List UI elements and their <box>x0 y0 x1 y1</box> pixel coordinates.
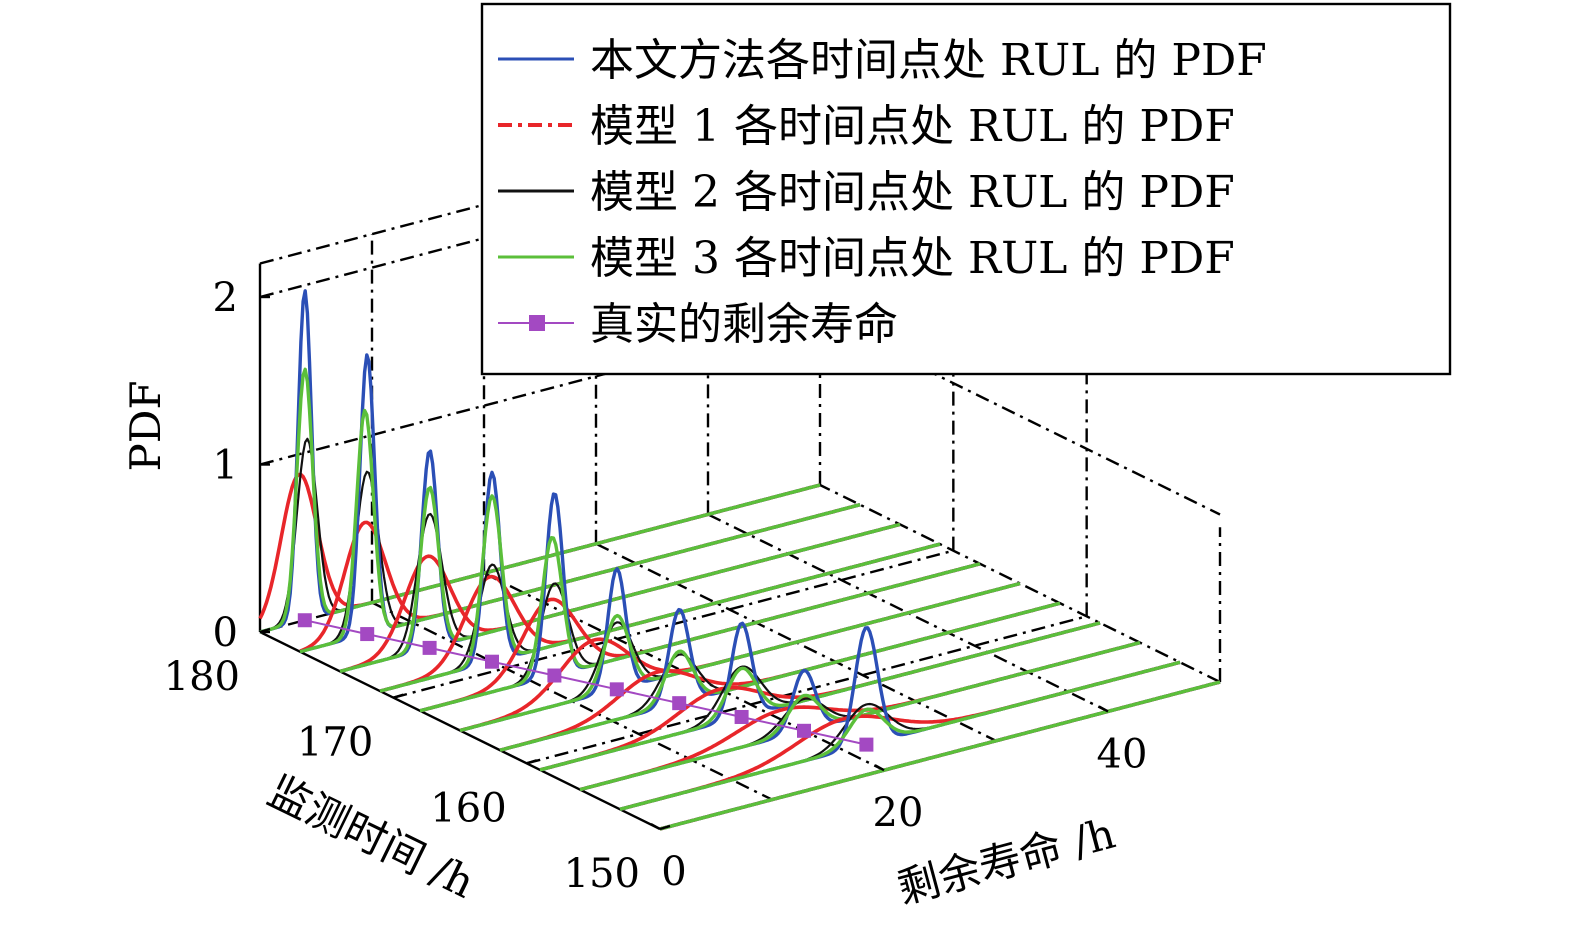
legend-box <box>480 2 1452 376</box>
legend-label: 本文方法各时间点处 RUL 的 PDF <box>590 35 1267 86</box>
rul-tick-mark <box>650 822 661 831</box>
legend-entry: 本文方法各时间点处 RUL 的 PDF <box>498 35 1267 86</box>
time-tick-label: 160 <box>430 785 506 831</box>
legend-entry: 真实的剩余寿命 <box>498 299 898 350</box>
time-tick-label: 150 <box>564 851 640 897</box>
pdf-curves <box>258 289 1221 831</box>
z-tick-label: 0 <box>213 610 238 656</box>
legend-marker <box>529 315 545 331</box>
time-tick-mark <box>259 627 271 634</box>
grid-line-pdf <box>259 316 821 466</box>
true-rul-marker <box>672 696 687 711</box>
time-tick-label: 180 <box>164 654 240 700</box>
true-rul-marker <box>297 613 312 628</box>
pdf-curve-series-4 <box>499 601 1061 752</box>
true-rul-marker <box>734 709 749 724</box>
rul-tick-label: 0 <box>661 849 686 895</box>
legend-label: 模型 3 各时间点处 RUL 的 PDF <box>590 233 1235 284</box>
true-rul-marker <box>609 682 624 697</box>
true-rul-markers <box>297 613 874 752</box>
time-tick-mark <box>526 759 538 765</box>
legend-entry: 模型 1 各时间点处 RUL 的 PDF <box>498 101 1235 152</box>
rul-tick-label: 20 <box>873 790 924 836</box>
pdf-curve-series-4 <box>659 680 1221 831</box>
legend-label: 模型 1 各时间点处 RUL 的 PDF <box>590 101 1235 152</box>
pdf-curve-series-4 <box>379 494 941 693</box>
true-rul-line <box>304 619 867 746</box>
time-tick-label: 170 <box>297 720 373 766</box>
rul-tick-mark <box>1098 705 1109 713</box>
pdf-curve-series-4 <box>419 536 981 713</box>
true-rul-marker <box>422 640 437 655</box>
grid-line-pdf <box>259 148 821 299</box>
pdf-curve-series-4 <box>259 367 821 634</box>
grid-line-floor <box>526 615 1087 765</box>
z-tick-label: 2 <box>213 275 238 321</box>
legend-label: 模型 2 各时间点处 RUL 的 PDF <box>590 167 1235 218</box>
rul-tick-label: 40 <box>1097 731 1148 777</box>
time-tick-mark <box>659 824 671 831</box>
pdf-curve-series-4 <box>459 581 1021 733</box>
true-rul-marker <box>797 723 811 738</box>
grid-line-floor <box>393 549 954 699</box>
legend-entry: 模型 3 各时间点处 RUL 的 PDF <box>498 233 1235 284</box>
legend-entry: 模型 2 各时间点处 RUL 的 PDF <box>498 167 1235 218</box>
rul-axis-title: 剩余寿命 /h <box>892 809 1120 914</box>
box-edge <box>259 115 821 265</box>
pdf-curve-series-4 <box>339 485 901 674</box>
pdf-curve-series-4 <box>619 660 1181 811</box>
z-tick-label: 1 <box>213 443 238 489</box>
pdf-curve-series-4 <box>539 621 1101 772</box>
legend-label: 真实的剩余寿命 <box>590 299 898 350</box>
rul-tick-mark <box>874 764 885 772</box>
legend: 本文方法各时间点处 RUL 的 PDF 模型 1 各时间点处 RUL 的 PDF 模… <box>480 2 1452 376</box>
true-rul-marker <box>859 737 874 752</box>
true-rul-marker <box>547 668 562 683</box>
z-axis-title: PDF <box>121 380 170 471</box>
true-rul-marker <box>485 654 499 669</box>
time-tick-mark <box>392 693 404 699</box>
true-rul-marker <box>360 627 375 642</box>
